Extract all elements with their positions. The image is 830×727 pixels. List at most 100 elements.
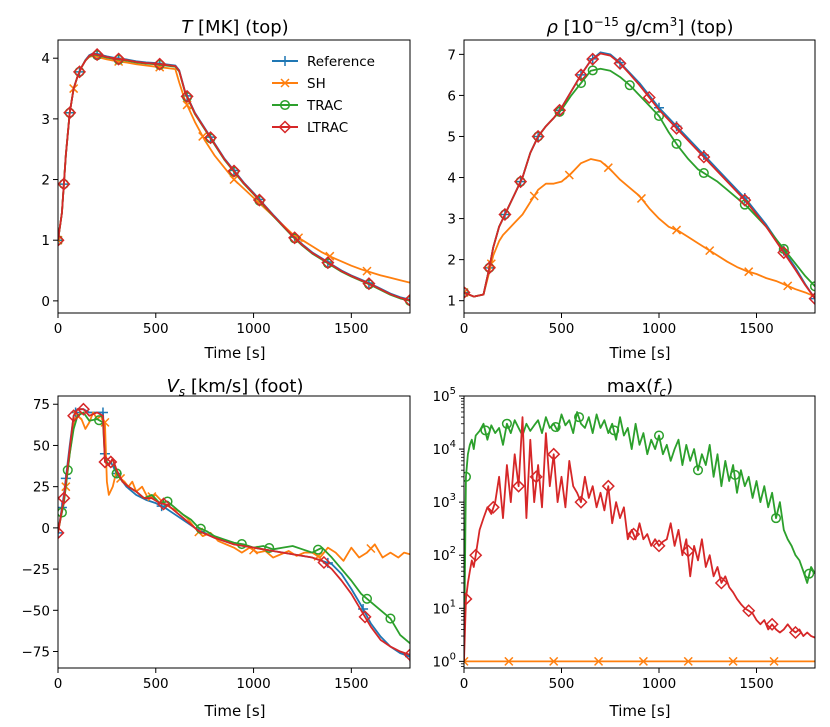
legend-marker-shape [279,99,291,111]
data-point-trac [653,430,665,441]
x-tick-label: 1500 [334,676,368,692]
data-point-ltrac [486,500,500,514]
data-point-trac [480,425,491,436]
y-tick-label: 105 [432,386,456,405]
x-tick-label: 500 [549,676,575,692]
data-point-ltrac [788,625,803,640]
y-tick-label: 25 [33,480,50,496]
y-tick-label: 4 [447,171,456,187]
series-layer [464,411,815,666]
series-sh [464,656,815,666]
data-point-ltrac [765,617,779,631]
data-point-trac [671,138,682,149]
x-tick-label: 0 [54,676,63,692]
data-point-ltrac [531,129,545,144]
data-point-ltrac [362,277,376,291]
tick-layer: 0 500 1000 1500 −75 −50 −25 0 25 50 75 [22,397,369,692]
data-point-ltrac [469,548,483,562]
data-point-trac [692,465,704,476]
legend-marker-shape [280,78,290,88]
data-point-ltrac [203,131,218,145]
data-point-sh [362,266,372,276]
data-point-ltrac [742,604,756,618]
legend-marker-trac [279,99,291,111]
series-ltrac [464,52,815,306]
y-tick-label: 5 [447,129,456,145]
data-point-trac [804,568,815,579]
x-tick-label: 1000 [236,321,270,337]
data-point-trac [587,65,598,76]
legend-marker-sh [280,78,290,88]
y-tick-label: 2 [447,253,456,269]
x-tick-label: 1000 [236,676,270,692]
series-trac [464,411,815,662]
data-point-ltrac [90,47,104,62]
data-point-ltrac [157,497,171,511]
data-point-trac [533,131,544,142]
data-point-reference [58,235,63,246]
legend-marker-shape [280,56,290,66]
x-tick-label: 1500 [334,321,368,337]
legend-marker-ltrac [278,120,292,134]
y-tick-label: 102 [432,545,456,564]
legend-item-reference: Reference [272,54,375,70]
series-ltrac [58,402,410,662]
x-tick-label: 1500 [739,676,773,692]
data-point-ltrac [586,52,600,66]
data-point-ltrac [482,261,496,275]
series-layer [58,47,410,307]
data-point-trac [236,538,247,550]
data-point-ltrac [652,539,666,553]
data-point-ltrac [58,177,71,191]
data-point-ltrac [358,610,372,624]
tick-layer: 0 500 1000 1500 0 1 2 3 4 [41,51,368,337]
y-tick-label: 50 [33,438,50,454]
x-tick-label: 500 [549,321,575,337]
y-tick-label: 104 [432,439,456,458]
data-point-trac [74,66,85,77]
x-tick-label: 500 [143,676,169,692]
data-point-ltrac [808,292,815,306]
legend: Reference SH TRAC LTRAC [272,54,375,136]
data-point-sh [464,656,469,666]
data-point-sh [728,656,738,666]
legend-marker-shape [278,120,292,134]
data-point-ltrac [574,68,588,82]
legend-item-trac: TRAC [272,98,343,114]
series-line-ltrac [58,53,410,302]
data-point-ltrac [403,293,410,307]
data-point-ltrac [681,544,695,558]
data-point-trac [730,469,741,481]
x-tick-label: 0 [54,321,63,337]
x-axis-label: Time [s] [609,702,671,720]
panel-title-velocity: Vs [km/s] (foot) [167,376,304,399]
data-point-ltrac [529,470,543,484]
plot-frame [57,39,411,314]
y-tick-label: 0 [41,294,50,310]
y-tick-label: 1 [447,294,456,310]
data-point-trac [550,421,561,433]
tick-layer: 0 500 1000 1500 100 101 102 103 104 105 [432,386,773,692]
y-tick-label: 0 [41,521,50,537]
series-line-ltrac [464,416,815,662]
data-point-trac [609,425,620,436]
data-point-trac [501,418,512,429]
y-tick-label: 3 [447,212,456,228]
data-point-ltrac [63,106,77,120]
plot-frame [57,395,411,669]
data-point-sh [198,131,208,141]
x-tick-label: 1000 [642,321,676,337]
data-point-ltrac [574,495,588,509]
data-point-trac [515,176,526,187]
data-point-reference [810,293,815,304]
data-point-ltrac [627,527,641,541]
legend-label-sh: SH [307,76,326,92]
data-point-ltrac [464,285,471,300]
data-point-ltrac [512,479,526,493]
data-point-sh [636,193,646,203]
data-point-trac [264,542,275,554]
data-point-ltrac [552,103,567,117]
y-tick-label: −50 [22,603,51,619]
